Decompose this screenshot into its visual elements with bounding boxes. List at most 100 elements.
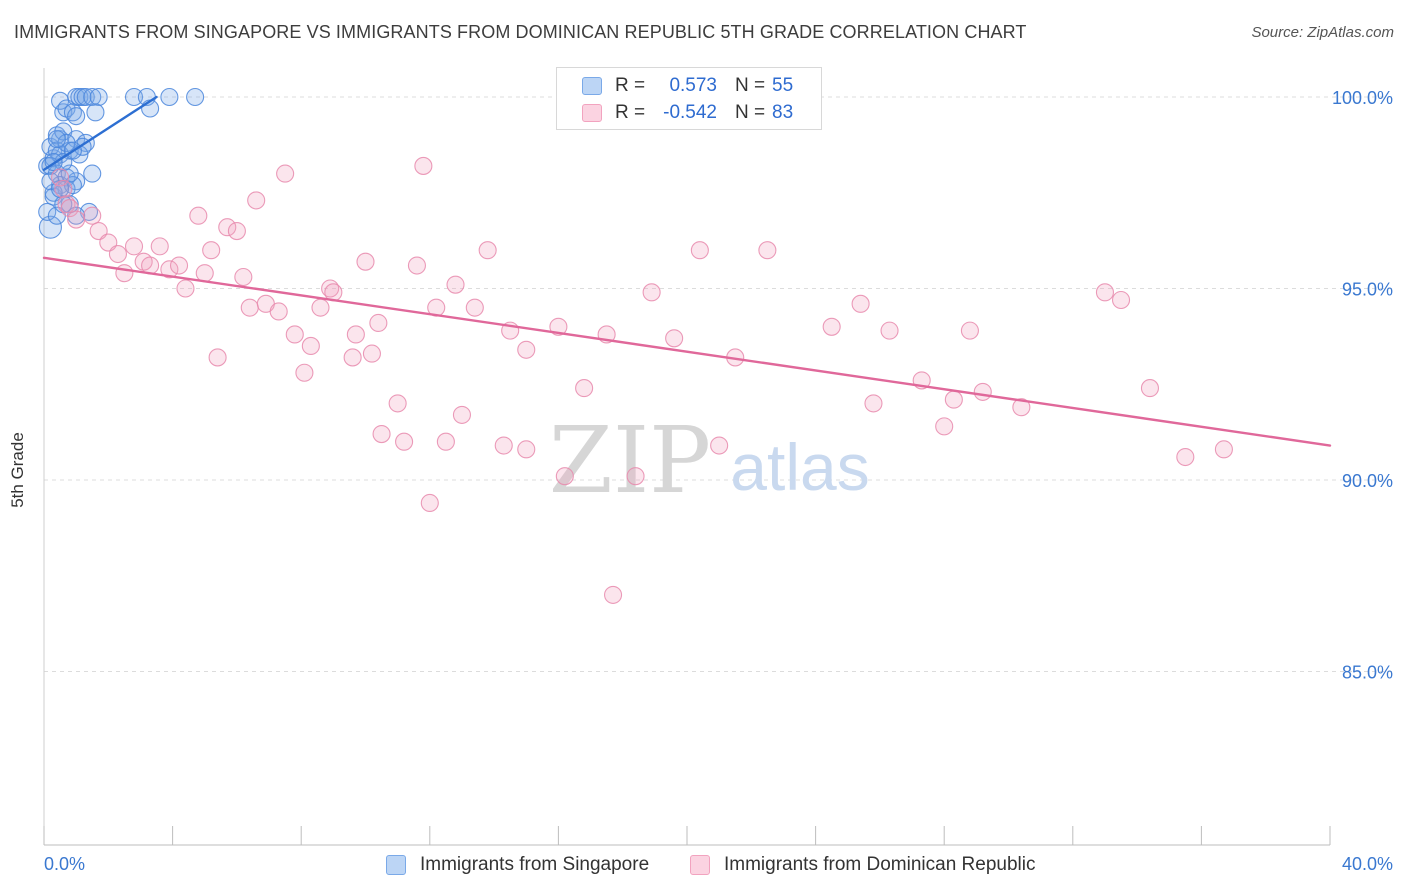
grid-lines (44, 96, 1395, 672)
point-dominican (517, 340, 536, 359)
point-dominican (436, 432, 455, 451)
point-dominican (665, 329, 684, 348)
stats-n-value: 55 (772, 75, 794, 96)
y-tick-label: 90.0% (1342, 471, 1393, 491)
point-dominican (67, 210, 86, 229)
point-dominican (60, 199, 79, 218)
point-singapore (160, 87, 179, 107)
point-dominican (362, 344, 381, 363)
chart-source: Source: ZipAtlas.com (1251, 24, 1394, 41)
point-singapore (38, 215, 62, 239)
point-dominican (208, 348, 227, 367)
point-singapore (186, 87, 205, 107)
point-dominican (311, 298, 330, 317)
point-dominican (227, 222, 246, 241)
point-dominican (160, 260, 179, 279)
stats-n-value: 83 (772, 102, 794, 123)
y-tick-label: 85.0% (1342, 663, 1393, 683)
point-dominican (549, 317, 568, 336)
point-dominican (202, 241, 221, 260)
point-dominican (218, 218, 237, 237)
point-dominican (372, 424, 391, 444)
watermark-zip: ZIP (549, 407, 711, 514)
legend-item-singapore[interactable]: Immigrants from Singapore (386, 852, 676, 878)
point-dominican (51, 168, 70, 187)
point-dominican (285, 325, 304, 344)
point-dominican (269, 302, 288, 321)
stats-r-value: -0.542 (663, 102, 717, 123)
point-dominican (1176, 447, 1195, 467)
point-dominican (465, 298, 484, 317)
point-dominican (710, 436, 729, 455)
point-dominican (108, 244, 127, 264)
y-axis-label: 5th Grade (8, 432, 27, 508)
point-dominican (169, 256, 189, 275)
series-singapore-points (38, 87, 205, 239)
point-dominican (276, 164, 295, 183)
legend: Immigrants from Singapore Immigrants fro… (0, 850, 1406, 880)
trend-line-dominican (42, 256, 1332, 447)
point-dominican (115, 264, 134, 283)
x-tick-label: 0.0% (44, 854, 85, 874)
point-dominican (247, 191, 266, 210)
point-dominican (1012, 398, 1031, 417)
point-singapore (38, 202, 57, 221)
point-singapore (83, 87, 102, 107)
tick-labels: 100.0% 95.0% 90.0% 85.0% 0.0% 40.0% (44, 88, 1393, 874)
stats-swatch-dominican (582, 104, 602, 122)
point-dominican (1140, 379, 1160, 398)
point-dominican (124, 237, 144, 256)
point-singapore (83, 164, 102, 183)
point-dominican (478, 241, 497, 260)
point-dominican (356, 252, 375, 271)
legend-swatch-singapore (386, 855, 406, 875)
point-dominican (176, 279, 195, 298)
x-tick-label: 40.0% (1342, 854, 1393, 874)
legend-item-dominican[interactable]: Immigrants from Dominican Republic (690, 852, 1070, 878)
point-dominican (234, 267, 253, 287)
stats-r-label: R = (615, 75, 646, 96)
trend-line-singapore (42, 95, 158, 171)
point-dominican (517, 440, 536, 459)
point-dominican (388, 394, 407, 413)
point-singapore (76, 87, 95, 107)
point-dominican (195, 264, 214, 283)
point-dominican (555, 467, 574, 486)
point-dominican (690, 241, 709, 260)
point-dominican (150, 237, 169, 256)
point-dominican (1111, 290, 1131, 310)
point-dominican (343, 348, 362, 367)
trend-lines (42, 95, 1332, 447)
legend-label: Immigrants from Dominican Republic (724, 854, 1036, 875)
point-dominican (626, 467, 645, 486)
point-dominican (54, 179, 73, 198)
point-dominican (1095, 283, 1114, 302)
point-dominican (604, 585, 623, 604)
point-dominican (240, 298, 259, 317)
point-singapore (86, 103, 105, 122)
point-dominican (1214, 440, 1233, 459)
data-points (38, 87, 1233, 604)
point-dominican (642, 283, 661, 302)
point-dominican (758, 241, 777, 260)
point-dominican (822, 317, 841, 336)
point-dominican (414, 156, 433, 175)
y-tick-label: 100.0% (1332, 88, 1393, 108)
watermark-atlas: atlas (730, 430, 869, 504)
point-dominican (301, 336, 320, 356)
watermark: ZIP atlas (549, 407, 870, 514)
legend-label: Immigrants from Singapore (420, 854, 650, 875)
point-dominican (395, 432, 414, 451)
point-dominican (369, 313, 388, 333)
point-singapore (124, 87, 144, 107)
point-singapore (60, 164, 79, 183)
stats-row-singapore: R = 0.573 N = 55 (557, 73, 823, 99)
stats-r-label: R = (615, 102, 646, 123)
point-singapore (67, 107, 86, 126)
point-dominican (189, 206, 208, 225)
axes (43, 68, 1331, 846)
stats-n-label: N = (735, 102, 766, 123)
stats-swatch-singapore (582, 77, 602, 95)
point-singapore (89, 87, 108, 107)
point-dominican (494, 436, 513, 455)
